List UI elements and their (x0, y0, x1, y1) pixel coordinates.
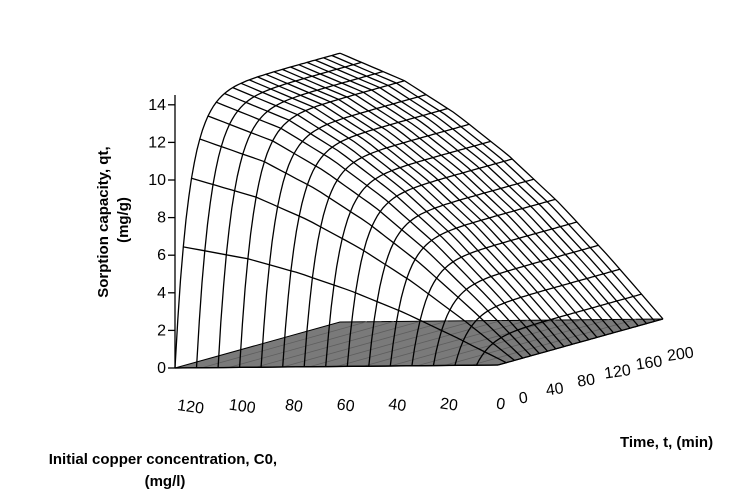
x-tick-label: 80 (576, 371, 596, 390)
floor-grid-line (309, 320, 475, 368)
x-tick-label: 160 (635, 353, 664, 374)
floor-grid-line (228, 321, 394, 368)
y-tick-label: 100 (228, 397, 257, 418)
mesh-line-const-time (207, 115, 532, 357)
x-tick-label: 40 (545, 380, 565, 399)
mesh-line-const-time (183, 246, 507, 364)
mesh-line-const-time (306, 61, 631, 329)
mesh-line-const-time (331, 54, 656, 322)
mesh-line-const-time (315, 59, 639, 327)
mesh-line-const-time (273, 71, 598, 338)
z-tick-label: 6 (157, 247, 166, 264)
mesh-line-const-time (232, 87, 557, 350)
z-tick-label: 12 (148, 134, 166, 151)
mesh-line-const-time (249, 79, 573, 345)
z-tick-labels: 0 2 4 6 8 10 12 14 (148, 97, 175, 377)
floor-grid-line (417, 319, 583, 367)
floor-grid-line (282, 320, 448, 368)
z-tick-label: 10 (148, 172, 166, 189)
x-tick-label: 200 (666, 344, 695, 365)
mesh-line-const-time (191, 177, 515, 361)
y-tick-label: 40 (387, 396, 407, 415)
y-tick-label: 120 (176, 397, 205, 418)
mesh-line-const-time (339, 52, 664, 320)
y-tick-label: 0 (495, 396, 506, 414)
floor-grid-line (444, 319, 610, 366)
x-tick-label: 120 (603, 362, 632, 383)
z-tick-label: 0 (157, 360, 166, 377)
x-axis-title: Time, t, (min) (620, 434, 713, 451)
mesh-line-const-time (282, 68, 606, 336)
mesh-line-const-time (290, 66, 614, 334)
mesh-line-const-time (298, 64, 623, 331)
x-tick-label: 0 (518, 389, 529, 407)
floor-grid-line (390, 319, 556, 367)
mesh-line-const-time (240, 82, 565, 348)
y-tick-label: 20 (439, 395, 459, 414)
mesh-line-const-time (323, 57, 647, 325)
y-tick-labels: 120 100 80 60 40 20 0 (176, 395, 506, 417)
z-axis-title: Sorption capacity, qt, (mg/g) (95, 142, 132, 298)
mesh-line-const-time (224, 92, 548, 352)
z-tick-label: 14 (148, 97, 166, 114)
mesh-line-const-time (216, 101, 540, 354)
y-tick-label: 80 (284, 397, 304, 416)
y-axis-title: Initial copper concentration, C0, (mg/l) (49, 451, 282, 490)
z-tick-label: 4 (157, 285, 166, 302)
z-tick-label: 8 (157, 210, 166, 227)
surface-mesh (174, 52, 664, 369)
mesh-line-const-time (199, 138, 524, 359)
z-tick-label: 2 (157, 322, 166, 339)
mesh-line-const-time (265, 73, 590, 341)
y-tick-label: 60 (336, 396, 356, 415)
mesh-line-const-time (257, 76, 581, 343)
x-tick-labels: 0 40 80 120 160 200 (518, 344, 695, 407)
front-edge-line (174, 364, 499, 369)
